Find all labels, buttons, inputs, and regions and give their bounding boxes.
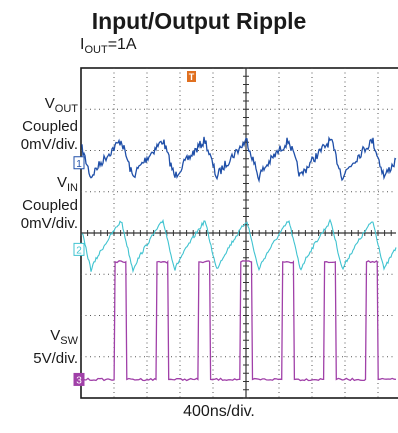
chart-title: Input/Output Ripple — [91, 8, 307, 34]
vsw-marker-box — [73, 372, 85, 386]
vin-scale: 0mV/div. — [20, 215, 78, 232]
vin-coupling: Coupled — [22, 197, 78, 214]
trigger-marker-letter: T — [189, 72, 195, 82]
vsw-channel-label: VSW 5V/div. — [33, 327, 78, 368]
trigger-marker-box — [187, 71, 196, 82]
vin-subscript: IN — [67, 182, 78, 194]
vsw-marker-number: 3 — [76, 375, 82, 386]
vin-marker-number: 2 — [76, 245, 82, 256]
vsw-subscript: SW — [60, 335, 78, 347]
timebase-label: 400ns/div. — [183, 403, 255, 420]
vout-coupling: Coupled — [22, 118, 78, 135]
vin-marker: 2 — [73, 242, 85, 256]
condition-symbol: I — [80, 36, 85, 53]
channel-markers: 1 2 3 T — [73, 71, 196, 386]
vin-marker-box — [73, 242, 85, 256]
vin-channel-label: VIN Coupled 0mV/div. — [21, 174, 78, 233]
vout-marker-number: 1 — [76, 159, 82, 170]
vsw-scale: 5V/div. — [33, 350, 78, 367]
vin-trace — [81, 218, 397, 274]
vout-trace — [81, 135, 397, 184]
plot-traces — [81, 135, 397, 382]
vin-symbol: V — [56, 174, 67, 191]
vout-symbol: V — [44, 95, 55, 112]
vsw-trace — [81, 259, 397, 382]
test-condition: IOUT=1A — [80, 36, 137, 56]
condition-value: =1A — [107, 36, 137, 53]
vout-channel-label: VOUT Coupled 0mV/div. — [21, 95, 78, 154]
trigger-marker: T — [187, 71, 196, 82]
vout-marker: 1 — [73, 156, 85, 170]
vout-subscript: OUT — [54, 103, 78, 115]
vsw-marker: 3 — [73, 372, 85, 386]
vsw-symbol: V — [50, 327, 61, 344]
condition-subscript: OUT — [84, 44, 108, 57]
vout-marker-box — [73, 156, 85, 170]
vout-scale: 0mV/div. — [20, 136, 78, 153]
